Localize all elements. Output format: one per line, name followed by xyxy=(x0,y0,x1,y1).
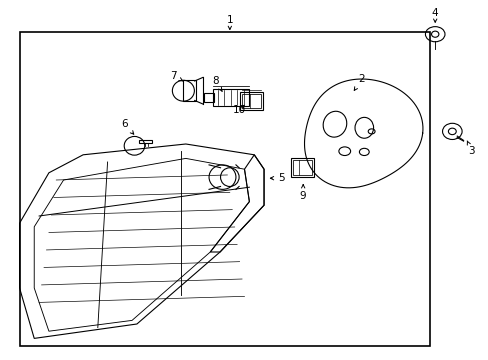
Bar xyxy=(242,94,260,108)
Text: 9: 9 xyxy=(299,185,306,201)
Bar xyxy=(20,32,429,346)
Bar xyxy=(212,89,249,106)
Text: 10: 10 xyxy=(233,105,245,115)
Bar xyxy=(290,158,314,177)
Text: 7: 7 xyxy=(170,71,182,81)
Text: 2: 2 xyxy=(353,74,365,90)
Text: 5: 5 xyxy=(270,173,284,183)
Bar xyxy=(293,160,311,175)
Text: 1: 1 xyxy=(226,15,233,25)
Bar xyxy=(203,93,213,102)
Text: 6: 6 xyxy=(121,119,134,134)
Bar xyxy=(239,92,263,110)
Text: 8: 8 xyxy=(211,76,222,91)
Text: 4: 4 xyxy=(431,8,438,18)
Text: 3: 3 xyxy=(466,141,474,156)
